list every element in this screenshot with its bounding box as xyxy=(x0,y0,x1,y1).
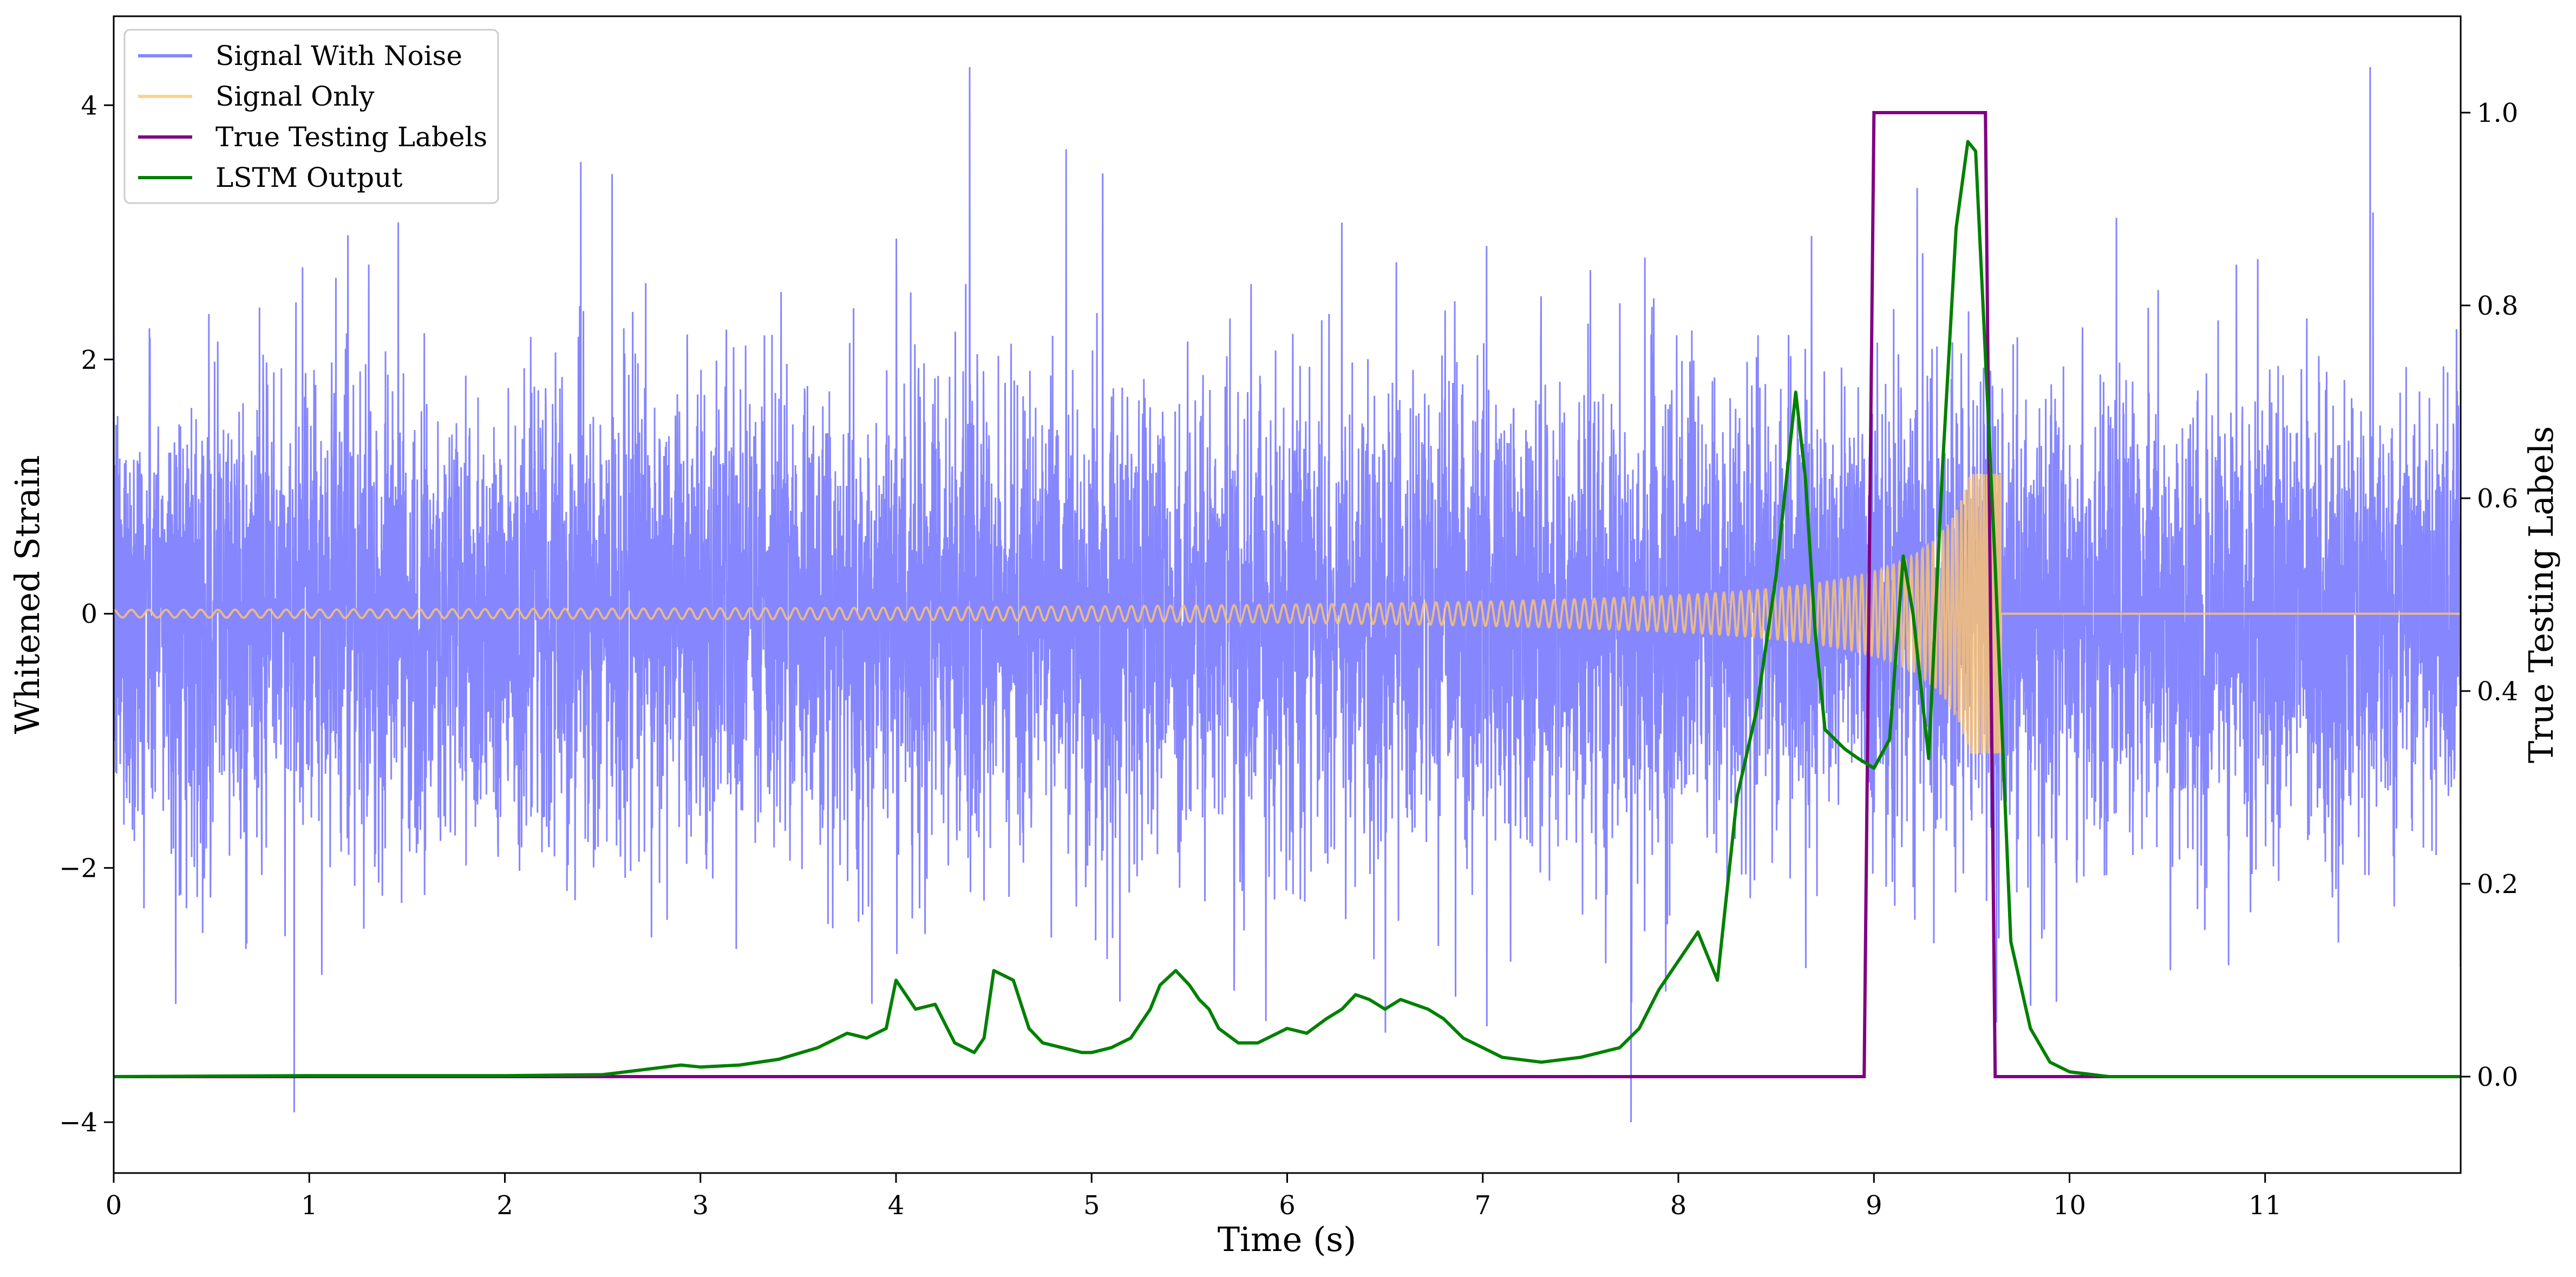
y2-tick-label: 0.2 xyxy=(2477,869,2518,900)
x-tick-label: 1 xyxy=(301,1190,318,1221)
x-tick-label: 2 xyxy=(496,1190,513,1221)
axes: 0 1 2 3 4 5 6 7 8 9 10 11 −4 −2 0 2 4 0.0 0.2 0.4 0.6 0.8 1.0 xyxy=(59,90,2518,1221)
x-tick-label: 9 xyxy=(1866,1190,1882,1221)
series-signal-only xyxy=(114,473,2461,755)
plot-area xyxy=(114,67,2461,1123)
x-tick-label: 5 xyxy=(1083,1190,1100,1221)
legend-label: Signal Only xyxy=(215,81,375,112)
legend-label: Signal With Noise xyxy=(215,40,462,71)
y-tick-label: −2 xyxy=(59,853,97,884)
y2-tick-label: 0.8 xyxy=(2477,291,2518,321)
x-tick-label: 6 xyxy=(1279,1190,1296,1221)
y2-tick-label: 0.6 xyxy=(2477,484,2518,514)
series-lstm-output xyxy=(114,140,2461,1078)
y-axis-label: Whitened Strain xyxy=(8,455,47,734)
y-tick-label: 2 xyxy=(81,345,97,375)
x-tick-label: 8 xyxy=(1670,1190,1687,1221)
y-tick-label: 0 xyxy=(81,599,97,629)
legend-box xyxy=(123,29,499,204)
x-tick-label: 4 xyxy=(888,1190,905,1221)
legend: Signal With Noise Signal Only True Testing… xyxy=(123,29,499,204)
y2-tick-label: 1.0 xyxy=(2477,98,2518,128)
x-tick-label: 11 xyxy=(2248,1190,2281,1221)
y2-tick-label: 0.0 xyxy=(2477,1062,2518,1092)
x-tick-label: 0 xyxy=(106,1190,122,1221)
x-tick-label: 7 xyxy=(1474,1190,1491,1221)
legend-label: True Testing Labels xyxy=(215,121,487,153)
y2-axis-label: True Testing Labels xyxy=(2521,426,2561,764)
y-tick-label: −4 xyxy=(59,1107,97,1138)
x-axis-label: Time (s) xyxy=(1218,1220,1357,1259)
legend-label: LSTM Output xyxy=(215,162,402,193)
y-tick-label: 4 xyxy=(81,90,97,121)
y2-tick-label: 0.4 xyxy=(2477,676,2518,707)
x-tick-label: 3 xyxy=(692,1190,709,1221)
x-tick-label: 10 xyxy=(2053,1190,2086,1221)
series-true-testing-labels xyxy=(114,111,2461,1078)
